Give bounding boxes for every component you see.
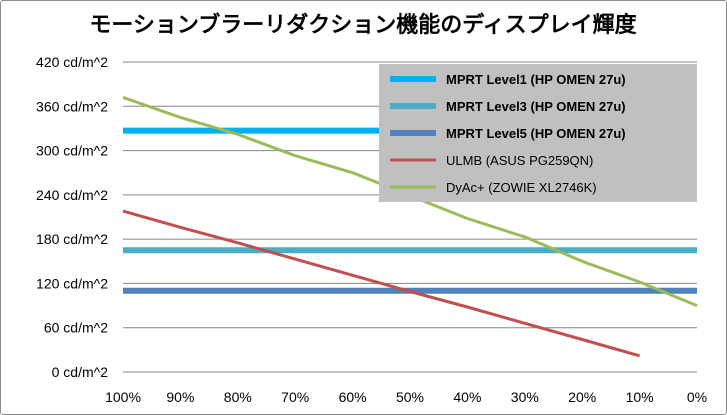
y-tick-label: 360 cd/m^2 [36, 98, 108, 114]
x-tick-label: 80% [224, 389, 252, 405]
legend-label: MPRT Level5 (HP OMEN 27u) [446, 126, 626, 141]
x-tick-label: 50% [396, 389, 424, 405]
series-line [122, 209, 641, 358]
legend-label: MPRT Level3 (HP OMEN 27u) [446, 99, 626, 114]
legend-label: DyAc+ (ZOWIE XL2746K) [446, 180, 597, 195]
legend-label: MPRT Level1 (HP OMEN 27u) [446, 72, 626, 87]
y-tick-label: 180 cd/m^2 [36, 231, 108, 247]
x-tick-label: 30% [511, 389, 539, 405]
y-tick-label: 300 cd/m^2 [36, 143, 108, 159]
chart-title: モーションブラーリダクション機能のディスプレイ輝度 [89, 12, 637, 38]
x-tick-label: 0% [687, 389, 707, 405]
x-tick-label: 60% [339, 389, 367, 405]
y-axis-ticks: 0 cd/m^2 60 cd/m^2 120 cd/m^2 180 cd/m^2 240… [36, 54, 108, 380]
y-tick-label: 120 cd/m^2 [36, 275, 108, 291]
legend-label: ULMB (ASUS PG259QN) [446, 153, 593, 168]
x-tick-label: 100% [105, 389, 141, 405]
x-tick-label: 40% [453, 389, 481, 405]
x-tick-label: 70% [281, 389, 309, 405]
x-tick-label: 10% [626, 389, 654, 405]
legend: MPRT Level1 (HP OMEN 27u) MPRT Level3 (HP… [379, 64, 697, 202]
y-tick-label: 0 cd/m^2 [52, 364, 109, 380]
x-tick-label: 20% [568, 389, 596, 405]
y-tick-label: 420 cd/m^2 [36, 54, 108, 70]
y-tick-label: 60 cd/m^2 [44, 320, 108, 336]
y-tick-label: 240 cd/m^2 [36, 187, 108, 203]
x-tick-label: 90% [166, 389, 194, 405]
x-axis-ticks: 100% 90% 80% 70% 60% 50% 40% 30% 20% 10% 0% [105, 389, 707, 405]
